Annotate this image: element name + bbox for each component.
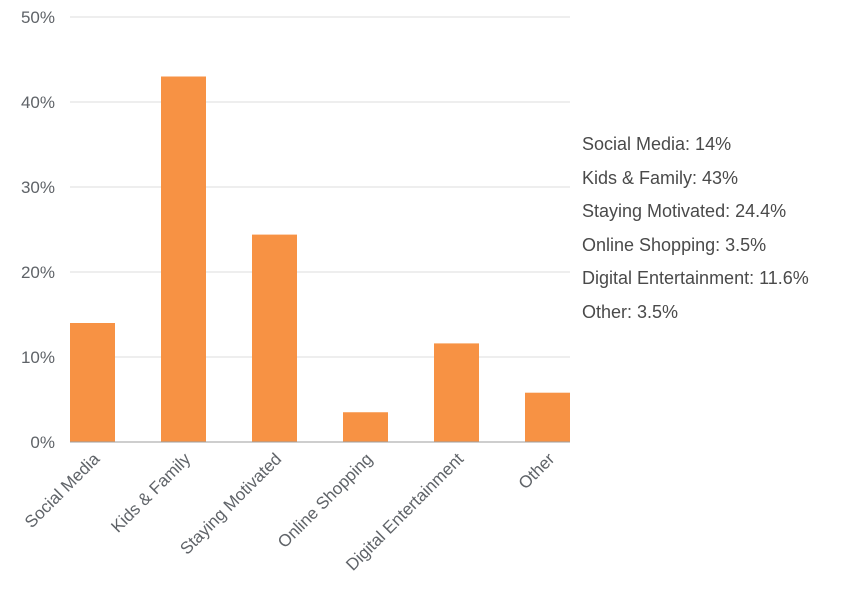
- bar-other: [525, 392, 570, 442]
- bar-kids-family: [161, 76, 206, 442]
- x-tick-label-online-shopping: Online Shopping: [274, 449, 376, 551]
- bar-online-shopping: [343, 412, 388, 442]
- legend-item-online-shopping: Online Shopping: 3.5%: [582, 234, 767, 255]
- bar-staying-motivated: [252, 234, 297, 442]
- bar-social-media: [70, 323, 115, 442]
- legend-item-social-media: Social Media: 14%: [582, 134, 732, 154]
- x-tick-label-kids-family: Kids & Family: [107, 449, 194, 536]
- legend: Social Media: 14% Kids & Family: 43% Sta…: [582, 131, 809, 333]
- bars: [70, 76, 570, 442]
- x-tick-label-social-media: Social Media: [21, 449, 104, 532]
- legend-item-staying-motivated: Staying Motivated: 24.4%: [582, 201, 787, 222]
- y-tick-label: 20%: [21, 263, 55, 282]
- y-tick-label: 30%: [21, 178, 55, 197]
- gridlines: [70, 16, 570, 358]
- x-tick-label-other: Other: [515, 449, 559, 493]
- legend-item-digital-entertainment: Digital Entertainment: 11.6%: [582, 268, 809, 289]
- legend-item-kids-family: Kids & Family: 43%: [582, 167, 739, 188]
- y-tick-label: 40%: [21, 93, 55, 112]
- y-tick-label: 50%: [21, 8, 55, 27]
- x-tick-label-staying-motivated: Staying Motivated: [176, 449, 285, 558]
- legend-item-other: Other: 3.5%: [582, 301, 679, 322]
- bar-digital-entertainment: [434, 343, 479, 442]
- y-axis-ticks: 0% 10% 20% 30% 40% 50%: [21, 8, 55, 452]
- y-tick-label: 0%: [30, 433, 55, 452]
- y-tick-label: 10%: [21, 348, 55, 367]
